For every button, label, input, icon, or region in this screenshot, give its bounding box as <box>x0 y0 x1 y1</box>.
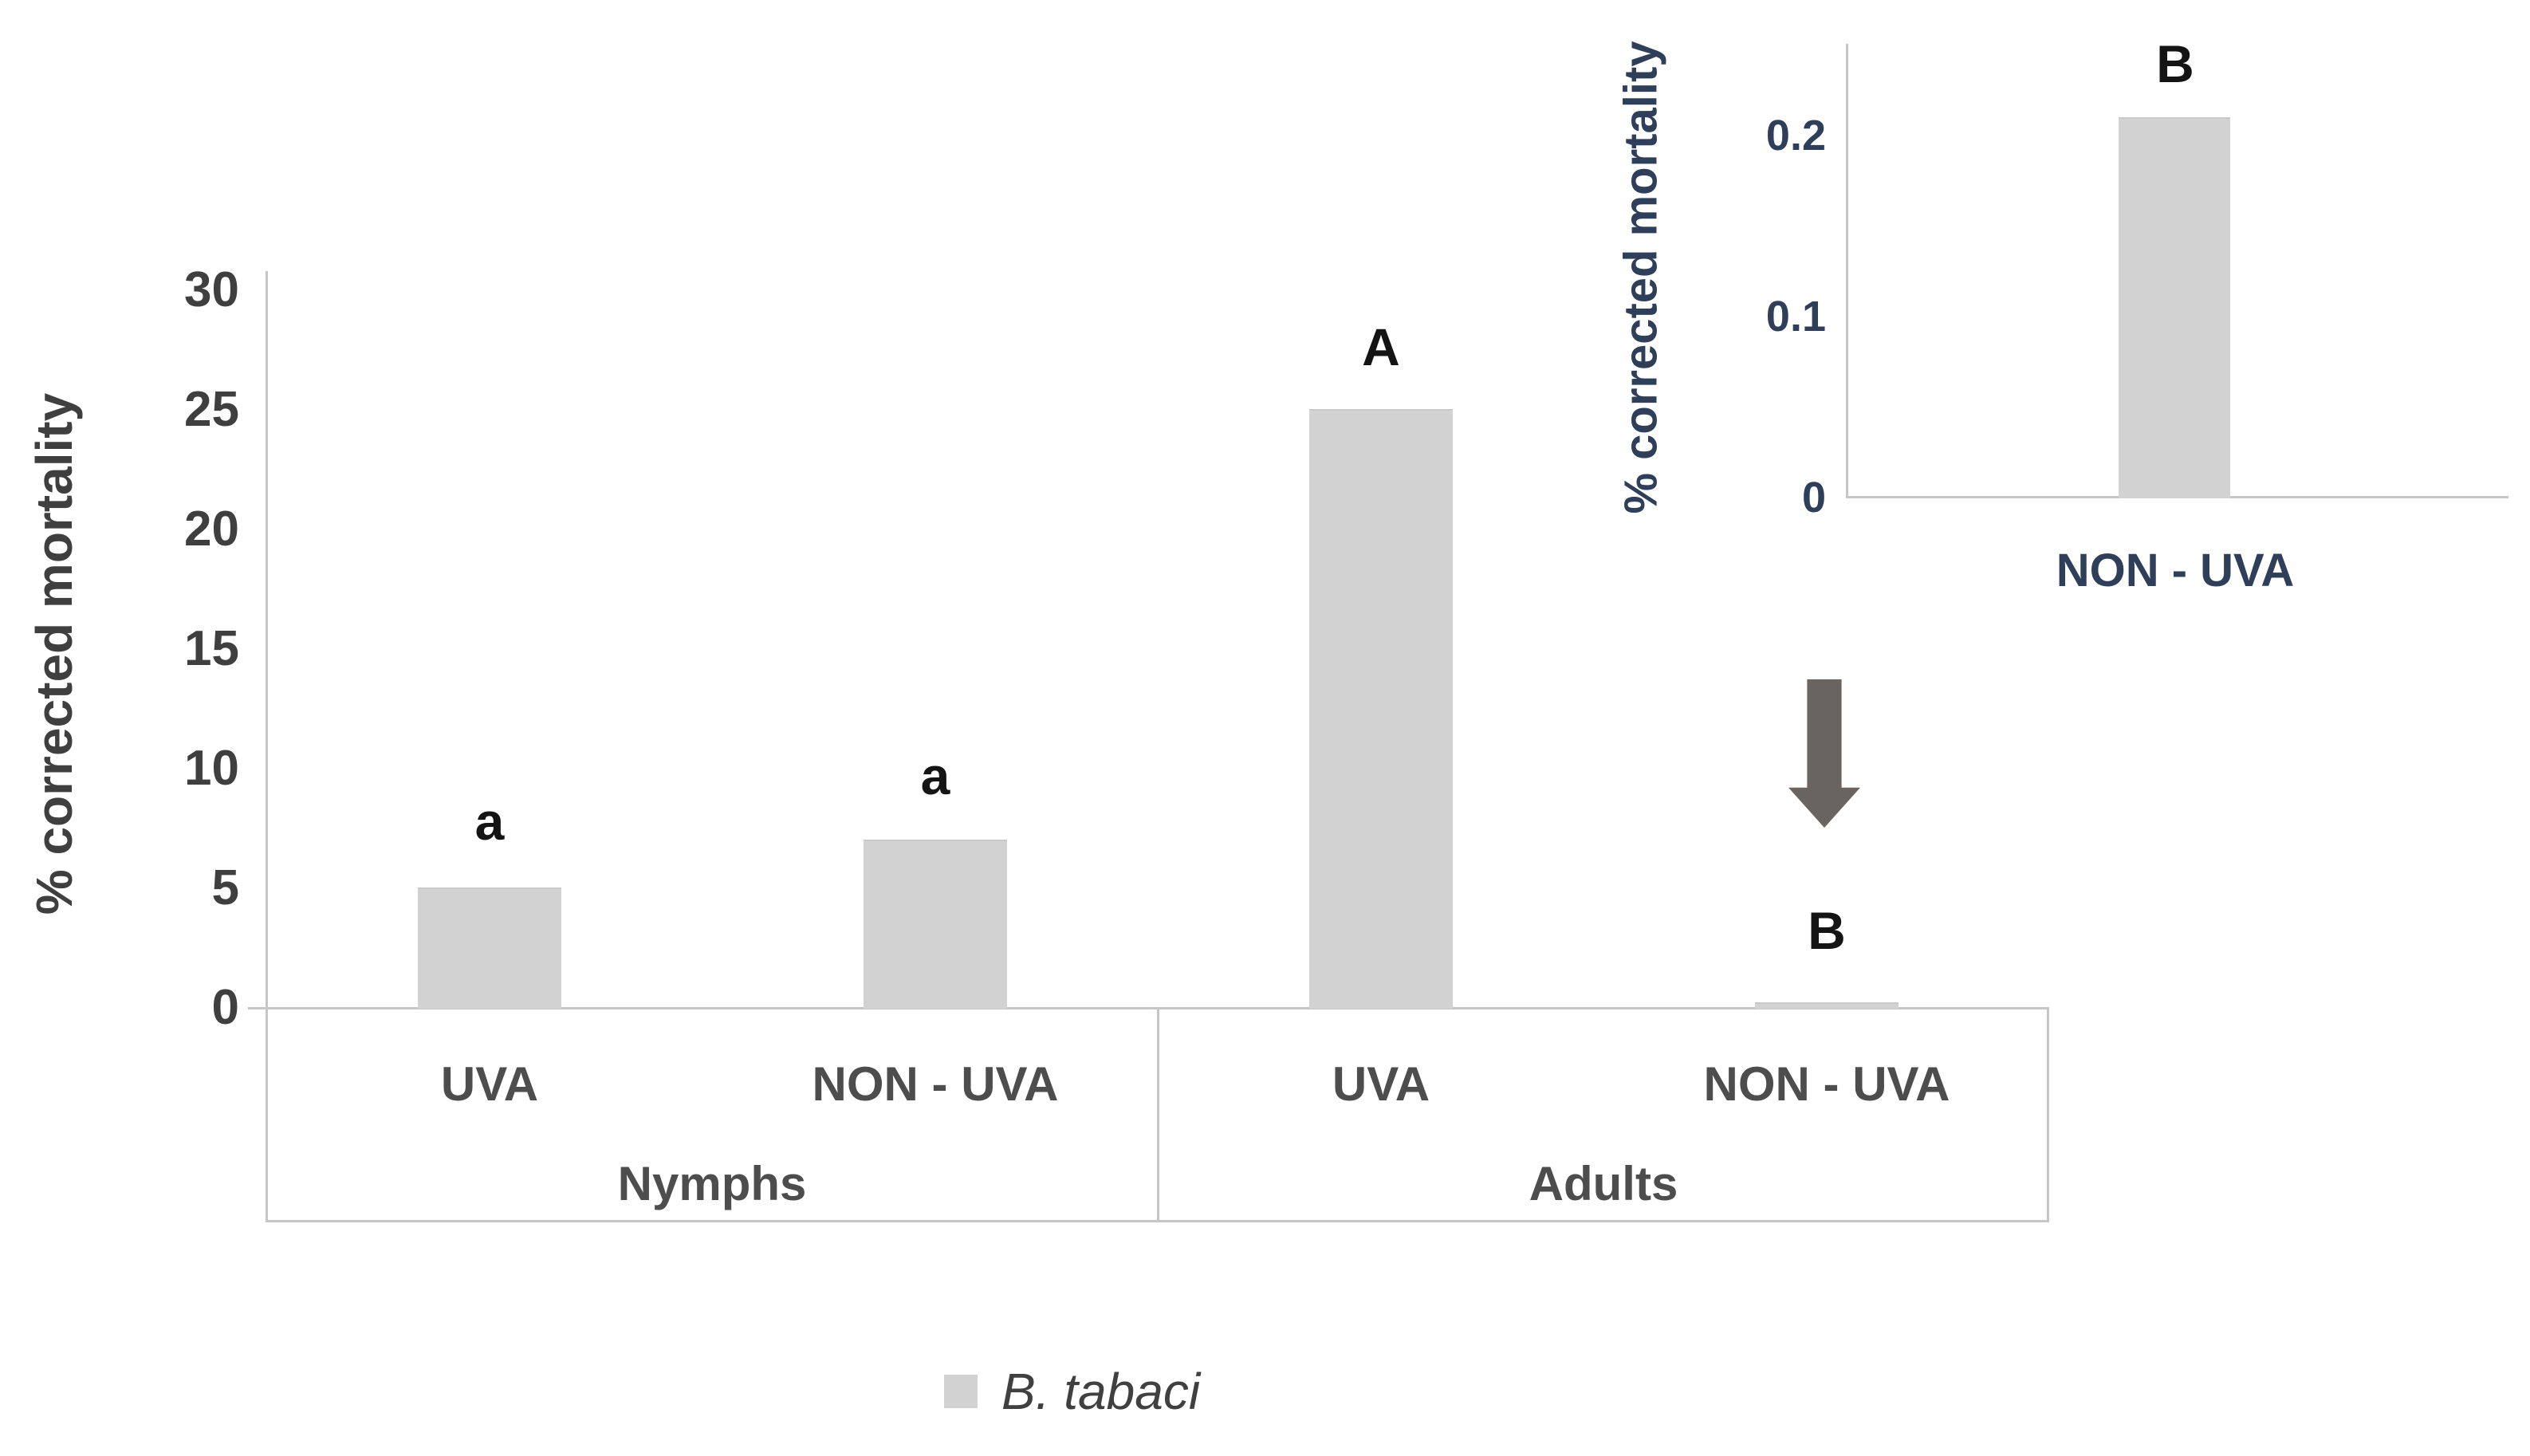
inset-bar-non-uva <box>2119 117 2230 498</box>
bar-nymphs-non-uva <box>864 840 1007 1009</box>
main-ytick-5: 5 <box>211 860 239 915</box>
main-ytick-10: 10 <box>184 741 239 796</box>
inset-ytick-02: 0.2 <box>1765 112 1826 159</box>
sig-letter-adults-uva: A <box>1362 317 1400 376</box>
legend-label-b-tabaci: B. tabaci <box>1001 1363 1201 1420</box>
category-band-bottom-border <box>266 1220 2049 1222</box>
inset-ytick-0: 0 <box>1801 474 1826 521</box>
main-ytick-25: 25 <box>184 382 239 437</box>
main-y-axis-line <box>266 271 268 1009</box>
legend: B. tabaci <box>944 1365 1200 1418</box>
group-label-adults: Adults <box>1529 1157 1678 1210</box>
main-x-axis-line <box>248 1007 2049 1009</box>
xtick-adults-uva: UVA <box>1332 1057 1430 1111</box>
bar-nymphs-uva <box>418 887 561 1009</box>
main-ytick-20: 20 <box>184 502 239 557</box>
inset-y-axis-line <box>1846 44 1848 498</box>
main-ytick-0: 0 <box>211 980 239 1035</box>
main-ytick-15: 15 <box>184 621 239 676</box>
inset-y-axis-title: % corrected mortality <box>1615 41 1667 514</box>
group-label-nymphs: Nymphs <box>617 1157 807 1210</box>
category-band-group-separator <box>1157 1009 1159 1222</box>
legend-swatch-b-tabaci <box>944 1375 978 1408</box>
main-y-axis-title: % corrected mortality <box>26 392 83 915</box>
category-band-right-border <box>2047 1009 2049 1222</box>
bar-adults-non-uva <box>1755 1002 1898 1009</box>
sig-letter-nymphs-uva: a <box>474 792 505 851</box>
bar-adults-uva <box>1309 409 1453 1009</box>
zoom-indicator-arrow-icon <box>1788 679 1860 828</box>
sig-letter-adults-non-uva: B <box>1808 901 1846 960</box>
sig-letter-nymphs-non-uva: a <box>920 746 950 805</box>
main-ytick-30: 30 <box>184 262 239 317</box>
inset-xtick-non-uva: NON - UVA <box>2056 545 2295 596</box>
xtick-nymphs-uva: UVA <box>440 1057 539 1111</box>
xtick-nymphs-non-uva: NON - UVA <box>812 1057 1059 1111</box>
inset-ytick-01: 0.1 <box>1765 293 1826 340</box>
category-band-left-border <box>266 1009 268 1222</box>
xtick-adults-non-uva: NON - UVA <box>1703 1057 1950 1111</box>
inset-sig-letter: B <box>2156 34 2194 93</box>
